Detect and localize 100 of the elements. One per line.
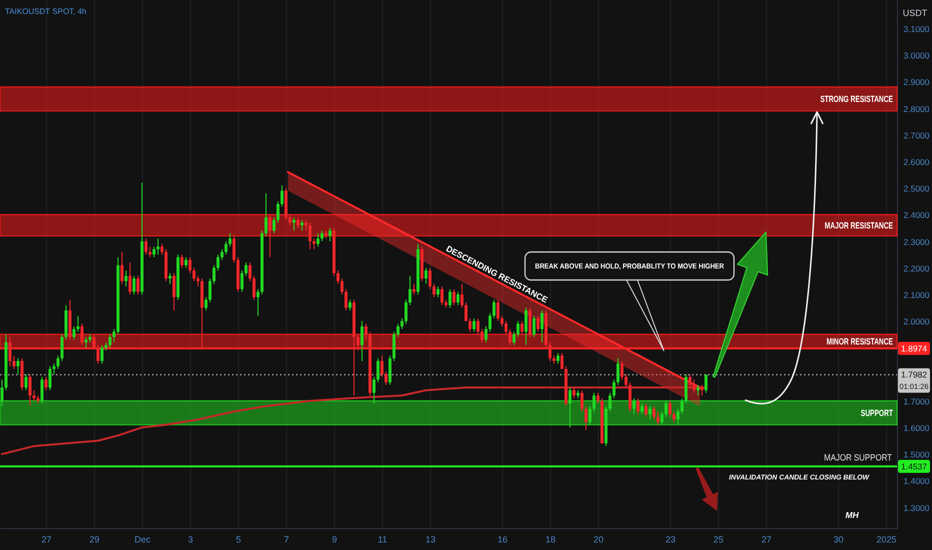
- candlestick: [312, 238, 316, 250]
- candlestick: [588, 406, 592, 426]
- candlestick: [212, 264, 216, 284]
- candlestick: [60, 334, 64, 362]
- y-tick-label: 3.0000: [904, 50, 930, 61]
- annotation: MAJOR SUPPORT: [824, 452, 902, 462]
- candlestick: [508, 328, 512, 346]
- candlestick: [400, 318, 404, 330]
- candlestick: [524, 307, 528, 346]
- candlestick: [348, 299, 352, 311]
- candlestick: [328, 227, 332, 242]
- candlestick: [52, 363, 56, 375]
- candlestick: [492, 299, 496, 319]
- candlestick: [680, 398, 684, 415]
- candlestick: [556, 352, 560, 364]
- candlestick: [612, 379, 616, 399]
- candlestick: [388, 355, 392, 386]
- band-label: STRONG RESISTANCE: [820, 94, 919, 104]
- candlestick: [100, 344, 104, 364]
- candlestick: [152, 246, 156, 258]
- candlestick: [244, 262, 248, 276]
- annotation: MH: [845, 510, 860, 520]
- x-tick-label: 9: [332, 534, 338, 544]
- candlestick: [536, 315, 540, 332]
- candlestick: [136, 275, 140, 295]
- candlestick: [304, 219, 308, 232]
- candlestick: [392, 331, 396, 362]
- y-tick-label: 1.4000: [904, 476, 930, 486]
- candlestick: [184, 256, 188, 268]
- candlestick: [364, 323, 368, 340]
- candlestick: [440, 286, 444, 306]
- candlestick: [480, 328, 484, 343]
- candlestick: [292, 216, 296, 232]
- candlestick: [272, 216, 276, 234]
- candlestick: [92, 334, 96, 348]
- candlestick: [124, 270, 128, 287]
- candlestick: [632, 398, 636, 415]
- x-tick-label: 30: [833, 534, 844, 544]
- candlestick: [700, 384, 704, 396]
- candlestick: [248, 262, 252, 282]
- y-tick-label: 2.7000: [904, 130, 930, 140]
- candlestick: [580, 390, 584, 412]
- candlestick: [432, 283, 436, 298]
- candlestick: [220, 248, 224, 260]
- candlestick: [180, 254, 184, 268]
- candlestick: [340, 278, 344, 295]
- candlestick: [592, 392, 596, 412]
- candlestick: [336, 270, 340, 284]
- candlestick: [520, 320, 524, 335]
- candlestick: [504, 320, 508, 335]
- candlestick: [652, 406, 656, 420]
- candlestick: [32, 390, 36, 402]
- y-tick-label: 1.6000: [904, 422, 930, 433]
- candlestick: [108, 334, 112, 348]
- candlestick: [132, 275, 136, 295]
- y-tick-label: 3.1000: [904, 24, 930, 34]
- y-tick-label: 2.6000: [904, 156, 930, 167]
- x-tick-label: 27: [41, 534, 52, 544]
- candlestick: [472, 318, 476, 332]
- y-axis-title: USDT: [902, 8, 928, 18]
- candlestick: [644, 403, 648, 418]
- candlestick: [268, 214, 272, 258]
- candlestick: [376, 358, 380, 383]
- candlestick: [676, 408, 680, 426]
- candlestick: [264, 192, 268, 236]
- candlestick: [256, 288, 260, 316]
- candlestick: [276, 200, 280, 224]
- x-tick-label: 16: [497, 534, 508, 544]
- x-tick-label: 29: [89, 534, 100, 544]
- y-tick-label: 2.1000: [904, 290, 930, 300]
- candlestick: [624, 374, 628, 388]
- candlestick: [280, 184, 284, 208]
- y-tick-label: 1.5000: [904, 450, 930, 460]
- candlestick: [456, 291, 460, 306]
- candlestick: [640, 403, 644, 415]
- x-tick-label: 2025: [876, 534, 897, 544]
- candlestick: [528, 307, 532, 338]
- candlestick: [216, 254, 220, 272]
- candlestick: [620, 360, 624, 380]
- candlestick: [0, 379, 4, 407]
- candlestick: [704, 374, 708, 394]
- candlestick: [80, 323, 84, 346]
- candlestick: [628, 382, 632, 412]
- candlestick: [128, 262, 132, 295]
- candlestick: [692, 379, 696, 394]
- candlestick: [616, 358, 620, 386]
- candlestick: [568, 387, 572, 428]
- candlestick: [168, 272, 172, 284]
- candlestick: [584, 406, 588, 431]
- text: TAIKOUSDT SPOT, 4h: [5, 7, 87, 16]
- candlestick: [16, 358, 20, 375]
- candlestick: [548, 342, 552, 362]
- x-tick-label: 20: [593, 534, 604, 544]
- candlestick: [608, 392, 612, 412]
- candlestick: [28, 374, 32, 407]
- x-tick-label: 13: [425, 534, 436, 544]
- y-tick-label: 2.5000: [904, 184, 930, 194]
- band-label: MAJOR RESISTANCE: [824, 220, 918, 230]
- candlestick: [296, 216, 300, 228]
- candlestick: [320, 230, 324, 242]
